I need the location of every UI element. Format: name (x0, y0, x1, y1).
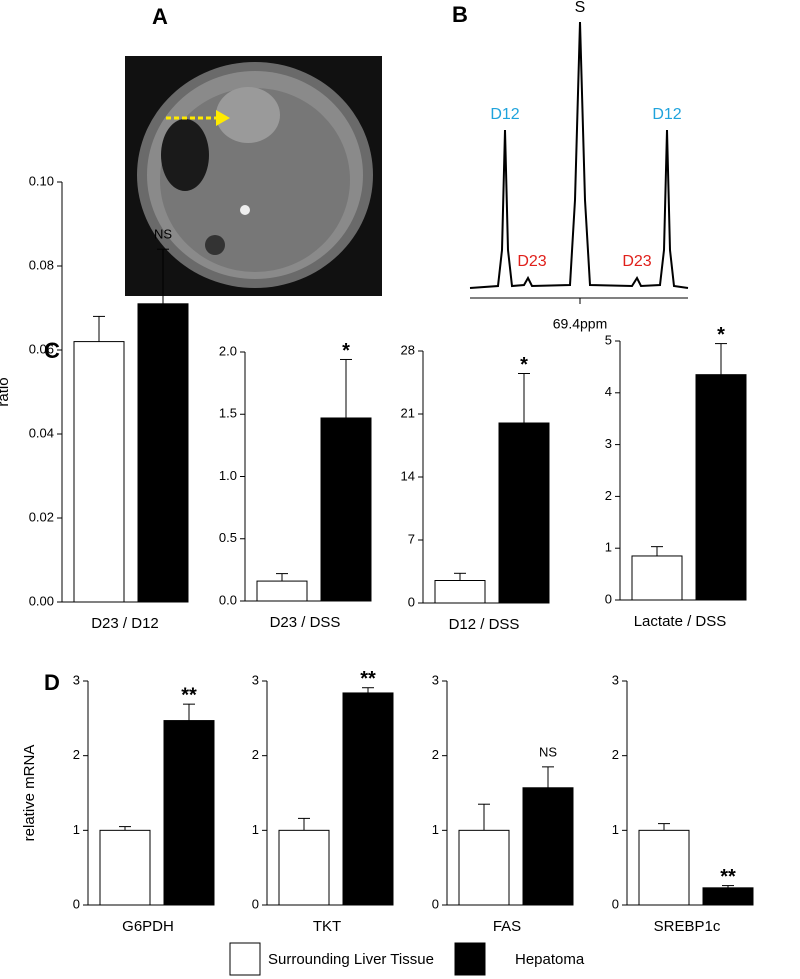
y-tick-label: 2 (252, 747, 259, 762)
bar (631, 555, 683, 601)
y-tick-label: 1 (73, 822, 80, 837)
y-tick-label: 0 (432, 896, 439, 911)
panel-label: D (44, 670, 60, 695)
significance: ** (720, 866, 736, 888)
x-axis-label: Lactate / DSS (634, 613, 727, 630)
y-tick-label: 5 (605, 332, 612, 347)
y-tick-label: 3 (612, 672, 619, 687)
bar (695, 374, 747, 601)
y-tick-label: 1.5 (219, 406, 237, 421)
y-tick-label: 4 (605, 384, 612, 399)
y-axis-label: relative mRNA (21, 745, 38, 842)
bar (137, 303, 189, 603)
y-tick-label: 1 (605, 540, 612, 555)
nmr-spectrum (469, 21, 689, 304)
y-tick-label: 0.00 (29, 593, 54, 608)
significance: NS (539, 744, 557, 759)
y-tick-label: 2 (73, 747, 80, 762)
panel-label: B (452, 2, 468, 27)
y-tick-label: 3 (73, 672, 80, 687)
y-axis-label: ratio (0, 377, 12, 406)
significance: * (342, 340, 350, 362)
significance: ** (181, 684, 197, 706)
y-tick-label: 3 (252, 672, 259, 687)
legend-label: Surrounding Liver Tissue (268, 951, 434, 968)
bar (498, 422, 550, 604)
x-axis-label: D12 / DSS (449, 616, 520, 633)
peak-label: D12 (490, 106, 519, 123)
x-axis-label: SREBP1c (654, 918, 721, 935)
y-tick-label: 1 (432, 822, 439, 837)
panel-label: A (152, 4, 168, 29)
y-tick-label: 0 (612, 896, 619, 911)
x-axis-label: G6PDH (122, 918, 174, 935)
y-tick-label: 0 (408, 594, 415, 609)
y-tick-label: 0.08 (29, 257, 54, 272)
bar (458, 829, 510, 906)
y-tick-label: 2 (432, 747, 439, 762)
spectrum-axis-label: 69.4ppm (553, 316, 607, 332)
bar (702, 887, 754, 906)
mri-image (125, 56, 382, 296)
y-tick-label: 0 (605, 591, 612, 606)
significance: ** (360, 668, 376, 690)
y-tick-label: 0.06 (29, 341, 54, 356)
y-tick-label: 0.5 (219, 530, 237, 545)
y-tick-label: 0.02 (29, 509, 54, 524)
y-tick-label: 28 (401, 342, 415, 357)
y-tick-label: 21 (401, 405, 415, 420)
y-tick-label: 7 (408, 531, 415, 546)
legend-swatch (454, 942, 486, 976)
peak-label: D23 (622, 253, 651, 270)
x-axis-label: D23 / DSS (270, 614, 341, 631)
peak-label: D12 (652, 106, 681, 123)
y-tick-label: 1 (612, 822, 619, 837)
y-tick-label: 2.0 (219, 343, 237, 358)
y-tick-label: 14 (401, 468, 415, 483)
bar (638, 829, 690, 906)
bar (434, 580, 486, 604)
legend-label: Hepatoma (515, 951, 585, 968)
y-tick-label: 1.0 (219, 468, 237, 483)
legend-swatch (229, 942, 261, 976)
y-tick-label: 0.0 (219, 592, 237, 607)
y-tick-label: 0 (252, 896, 259, 911)
significance: * (717, 324, 725, 346)
x-axis-label: FAS (493, 918, 521, 935)
bar (342, 692, 394, 906)
y-tick-label: 2 (605, 488, 612, 503)
y-tick-label: 3 (432, 672, 439, 687)
bar (99, 829, 151, 906)
bar (320, 417, 372, 602)
peak-label: S (575, 0, 586, 16)
panel-label: C (44, 338, 60, 363)
x-axis-label: D23 / D12 (91, 615, 159, 632)
peak-label: D23 (517, 253, 546, 270)
bar (73, 341, 125, 603)
bar (256, 580, 308, 602)
significance: * (520, 354, 528, 376)
y-tick-label: 0 (73, 896, 80, 911)
y-tick-label: 0.10 (29, 173, 54, 188)
bar (522, 787, 574, 906)
significance: NS (154, 227, 172, 242)
bar (278, 829, 330, 906)
y-tick-label: 1 (252, 822, 259, 837)
y-tick-label: 0.04 (29, 425, 54, 440)
x-axis-label: TKT (313, 918, 341, 935)
bar (163, 720, 215, 906)
y-tick-label: 3 (605, 436, 612, 451)
y-tick-label: 2 (612, 747, 619, 762)
